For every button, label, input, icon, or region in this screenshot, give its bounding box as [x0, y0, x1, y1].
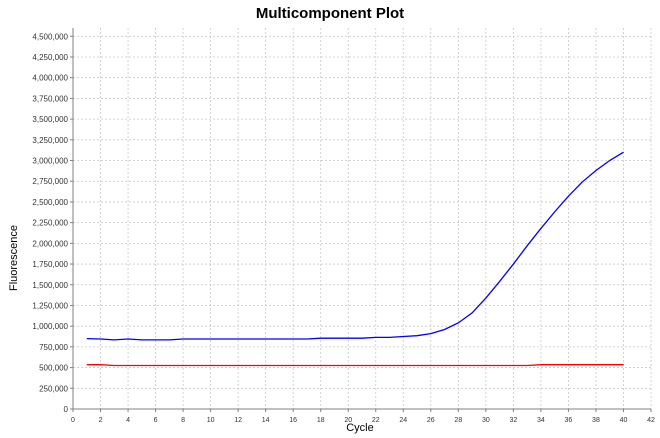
axes — [70, 28, 652, 412]
x-tick-label: 36 — [565, 417, 573, 424]
x-tick-label: 6 — [154, 417, 158, 424]
x-tick-label: 14 — [262, 417, 270, 424]
y-tick-label: 3,500,000 — [32, 115, 68, 124]
chart-title: Multicomponent Plot — [255, 5, 405, 22]
x-tick-label: 12 — [234, 417, 242, 424]
x-tick-label: 42 — [647, 417, 655, 424]
x-tick-label: 10 — [207, 417, 215, 424]
y-tick-label: 3,000,000 — [32, 157, 68, 166]
x-tick-label: 2 — [99, 417, 103, 424]
y-tick-label: 3,250,000 — [32, 136, 68, 145]
x-tick-label: 20 — [344, 417, 352, 424]
x-tick-label: 4 — [126, 417, 130, 424]
x-tick-label: 30 — [482, 417, 490, 424]
tick-labels: 0 2 4 6 8 10 12 14 16 18 20 22 24 26 28 30 32 34 36 38 40 420… — [32, 32, 655, 424]
x-tick-label: 38 — [592, 417, 600, 424]
y-tick-label: 2,750,000 — [32, 177, 68, 186]
series-lines — [86, 151, 624, 367]
x-axis-label: Cycle — [346, 422, 374, 434]
y-tick-label: 2,000,000 — [32, 239, 68, 248]
series-line-2 — [86, 364, 624, 367]
x-tick-label: 24 — [399, 417, 407, 424]
y-tick-label: 3,750,000 — [32, 94, 68, 103]
y-tick-label: 500,000 — [39, 364, 68, 373]
y-tick-label: 1,750,000 — [32, 260, 68, 269]
y-tick-label: 1,000,000 — [32, 322, 68, 331]
x-tick-label: 18 — [317, 417, 325, 424]
x-tick-label: 8 — [181, 417, 185, 424]
y-tick-label: 0 — [64, 405, 69, 414]
y-tick-label: 4,500,000 — [32, 32, 68, 41]
y-tick-label: 250,000 — [39, 384, 68, 393]
y-tick-label: 4,000,000 — [32, 74, 68, 83]
grid — [73, 28, 652, 409]
x-tick-label: 32 — [509, 417, 517, 424]
x-tick-label: 0 — [71, 417, 75, 424]
y-tick-label: 4,250,000 — [32, 53, 68, 62]
y-tick-label: 2,250,000 — [32, 219, 68, 228]
x-tick-label: 26 — [427, 417, 435, 424]
y-tick-label: 1,250,000 — [32, 301, 68, 310]
y-tick-label: 2,500,000 — [32, 198, 68, 207]
x-tick-label: 22 — [372, 417, 380, 424]
y-tick-label: 750,000 — [39, 343, 68, 352]
y-tick-label: 1,500,000 — [32, 281, 68, 290]
x-tick-label: 28 — [454, 417, 462, 424]
x-tick-label: 34 — [537, 417, 545, 424]
x-tick-label: 16 — [289, 417, 297, 424]
x-tick-label: 40 — [620, 417, 628, 424]
series-line-1 — [86, 151, 624, 341]
